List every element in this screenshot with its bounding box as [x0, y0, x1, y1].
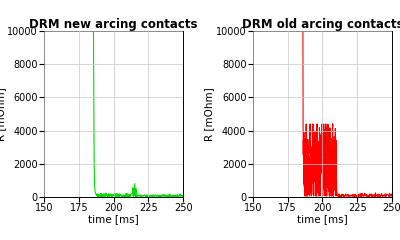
Title: DRM old arcing contacts: DRM old arcing contacts — [242, 18, 400, 31]
Y-axis label: R [mOhm]: R [mOhm] — [0, 87, 6, 141]
Title: DRM new arcing contacts: DRM new arcing contacts — [29, 18, 198, 31]
X-axis label: time [ms]: time [ms] — [88, 214, 139, 224]
Y-axis label: R [mOhm]: R [mOhm] — [204, 87, 214, 141]
X-axis label: time [ms]: time [ms] — [297, 214, 348, 224]
